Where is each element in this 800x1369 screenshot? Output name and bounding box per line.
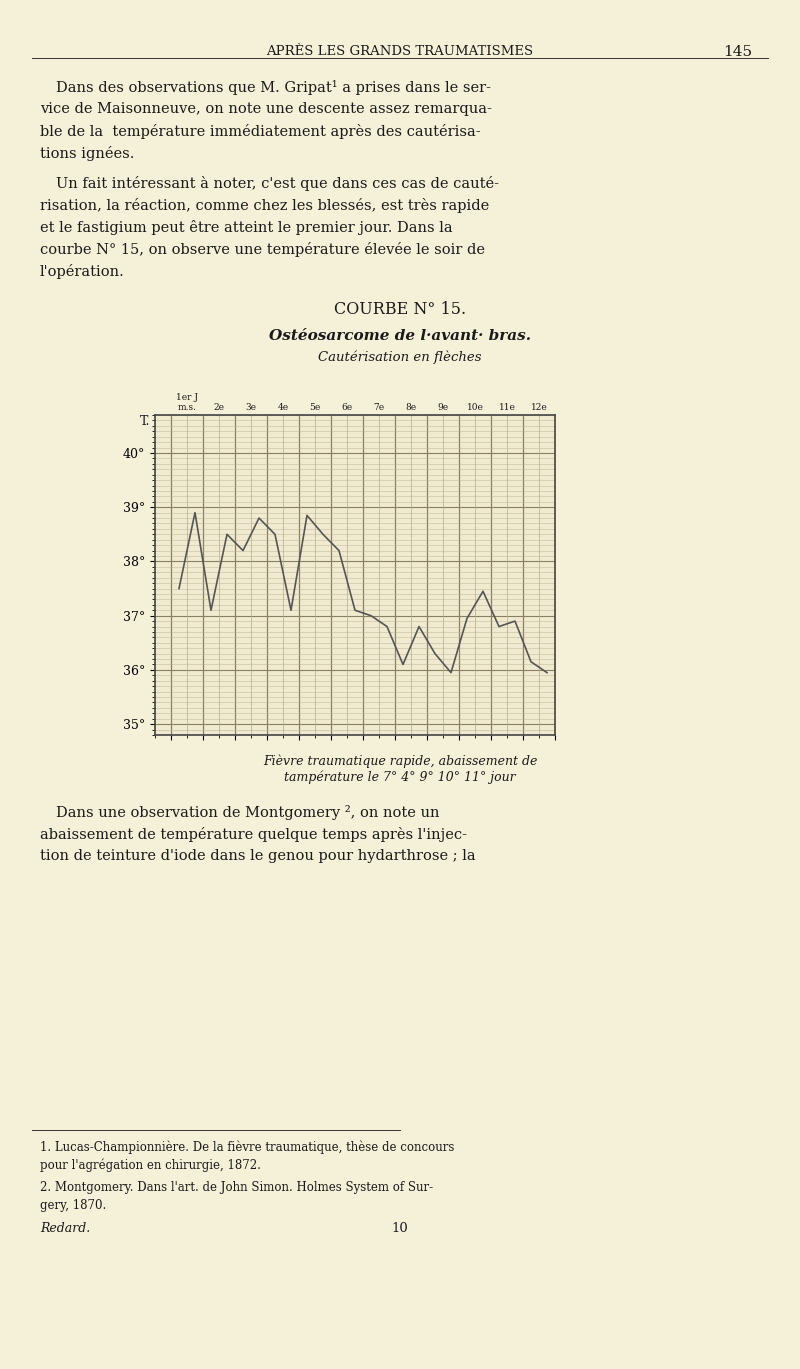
Text: 7e: 7e [374,404,385,412]
Text: Fièvre traumatique rapide, abaissement de: Fièvre traumatique rapide, abaissement d… [263,754,537,768]
Text: 10e: 10e [466,404,483,412]
Text: 2e: 2e [214,404,225,412]
Text: 1. Lucas-Championnière. De la fièvre traumatique, thèse de concours: 1. Lucas-Championnière. De la fièvre tra… [40,1140,454,1154]
Text: tions ignées.: tions ignées. [40,146,134,162]
Text: APRÈS LES GRANDS TRAUMATISMES: APRÈS LES GRANDS TRAUMATISMES [266,45,534,57]
Text: l'opération.: l'opération. [40,264,125,279]
Text: 12e: 12e [530,404,547,412]
Text: risation, la réaction, comme chez les blessés, est très rapide: risation, la réaction, comme chez les bl… [40,199,490,214]
Text: 2. Montgomery. Dans l'art. de John Simon. Holmes System of Sur-: 2. Montgomery. Dans l'art. de John Simon… [40,1181,433,1194]
Text: 10: 10 [392,1223,408,1235]
Text: T.: T. [140,415,150,428]
Text: Un fait intéressant à noter, c'est que dans ces cas de cauté-: Un fait intéressant à noter, c'est que d… [56,177,499,192]
Text: ble de la  température immédiatement après des cautérisa-: ble de la température immédiatement aprè… [40,125,481,140]
Text: Cautérisation en flèches: Cautérisation en flèches [318,350,482,364]
Text: tion de teinture d'iode dans le genou pour hydarthrose ; la: tion de teinture d'iode dans le genou po… [40,849,476,862]
Text: Redard.: Redard. [40,1223,90,1235]
Text: 5e: 5e [310,404,321,412]
Text: tampérature le 7° 4° 9° 10° 11° jour: tampérature le 7° 4° 9° 10° 11° jour [284,771,516,784]
Text: 4e: 4e [278,404,289,412]
Text: Ostéosarcome de l·avant· bras.: Ostéosarcome de l·avant· bras. [269,329,531,344]
Text: 3e: 3e [246,404,257,412]
Text: 9e: 9e [438,404,449,412]
Text: Dans une observation de Montgomery ², on note un: Dans une observation de Montgomery ², on… [56,805,439,820]
Text: vice de Maisonneuve, on note une descente assez remarqua-: vice de Maisonneuve, on note une descent… [40,103,492,116]
Text: 6e: 6e [342,404,353,412]
Text: courbe N° 15, on observe une température élevée le soir de: courbe N° 15, on observe une température… [40,242,485,257]
Text: et le fastigium peut être atteint le premier jour. Dans la: et le fastigium peut être atteint le pre… [40,220,453,235]
Text: pour l'agrégation en chirurgie, 1872.: pour l'agrégation en chirurgie, 1872. [40,1158,261,1172]
Text: 145: 145 [723,45,752,59]
Text: gery, 1870.: gery, 1870. [40,1199,106,1212]
Text: COURBE N° 15.: COURBE N° 15. [334,301,466,318]
Text: Dans des observations que M. Gripat¹ a prises dans le ser-: Dans des observations que M. Gripat¹ a p… [56,79,491,94]
Text: abaissement de température quelque temps après l'injec-: abaissement de température quelque temps… [40,827,467,842]
Text: 11e: 11e [498,404,515,412]
Text: 1er J
m.s.: 1er J m.s. [176,393,198,412]
Text: 8e: 8e [406,404,417,412]
